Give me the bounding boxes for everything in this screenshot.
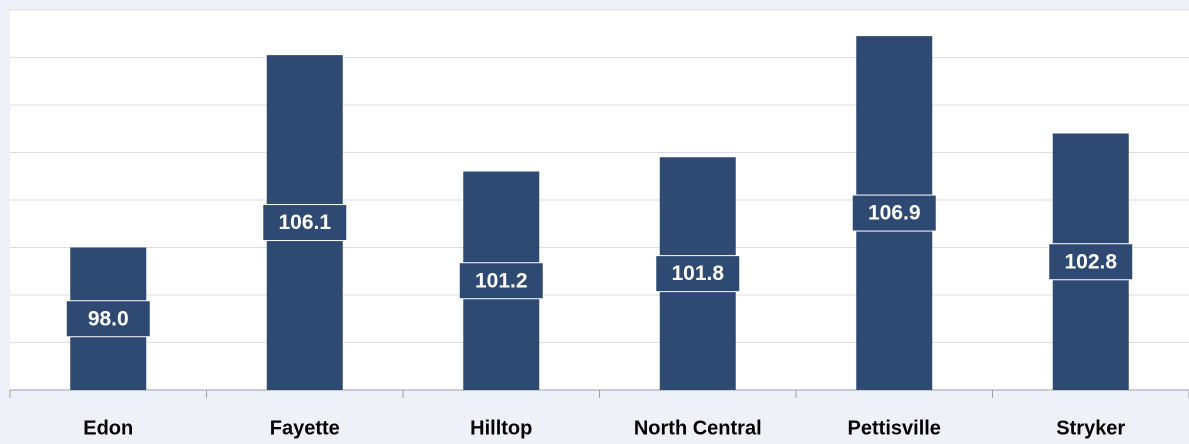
value-label: 101.2 — [475, 269, 528, 292]
value-label-box — [458, 262, 544, 300]
x-tick-label: Stryker — [1056, 417, 1125, 439]
value-label-box — [65, 300, 151, 338]
value-label: 106.9 — [868, 202, 921, 225]
value-label-box — [655, 255, 741, 293]
value-label-box — [1048, 243, 1134, 281]
value-label: 102.8 — [1064, 250, 1117, 273]
x-tick-label: North Central — [634, 417, 762, 439]
value-label-box — [851, 194, 937, 232]
x-tick-label: Pettisville — [848, 417, 941, 439]
x-tick-label: Hilltop — [470, 417, 532, 439]
value-label-box — [262, 204, 348, 242]
value-label: 98.0 — [88, 307, 129, 330]
x-tick-label: Fayette — [270, 417, 340, 439]
value-label: 101.8 — [671, 262, 724, 285]
value-label: 106.1 — [278, 211, 331, 234]
x-tick-label: Edon — [83, 417, 133, 439]
